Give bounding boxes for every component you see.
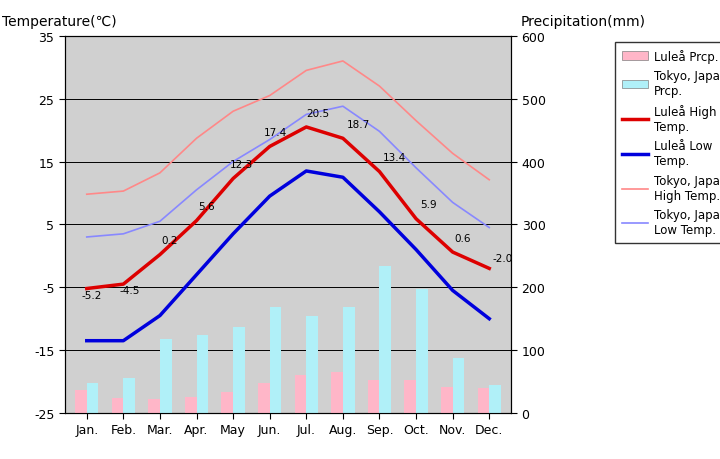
Tokyo, Japan
Low Temp.: [266, 137, 274, 143]
Tokyo, Japan
High Temp.: [485, 178, 494, 183]
Luleå High
Temp.: [156, 252, 164, 258]
Tokyo, Japan
Low Temp.: [375, 129, 384, 135]
Luleå High
Temp.: [119, 282, 127, 287]
Luleå Low
Temp.: [302, 169, 310, 174]
Text: 0.6: 0.6: [454, 233, 471, 243]
Luleå High
Temp.: [302, 125, 310, 130]
Bar: [148, 399, 160, 413]
Text: Temperature(℃): Temperature(℃): [2, 15, 117, 29]
Bar: [86, 384, 99, 413]
Text: 18.7: 18.7: [346, 120, 370, 129]
Line: Tokyo, Japan
Low Temp.: Tokyo, Japan Low Temp.: [86, 107, 490, 237]
Tokyo, Japan
Low Temp.: [119, 231, 127, 237]
Text: -5.2: -5.2: [81, 290, 102, 300]
Bar: [416, 290, 428, 413]
Tokyo, Japan
Low Temp.: [302, 112, 310, 118]
Text: 20.5: 20.5: [306, 108, 330, 118]
Luleå Low
Temp.: [192, 272, 201, 278]
Bar: [343, 308, 354, 413]
Luleå High
Temp.: [375, 169, 384, 175]
Bar: [331, 372, 343, 413]
Luleå High
Temp.: [82, 286, 91, 291]
Bar: [75, 390, 86, 413]
Bar: [490, 386, 501, 413]
Text: -4.5: -4.5: [120, 286, 140, 296]
Luleå Low
Temp.: [266, 194, 274, 199]
Tokyo, Japan
High Temp.: [229, 109, 238, 115]
Tokyo, Japan
High Temp.: [82, 192, 91, 197]
Text: 5.6: 5.6: [198, 202, 215, 212]
Luleå Low
Temp.: [449, 288, 457, 294]
Bar: [379, 266, 391, 413]
Tokyo, Japan
High Temp.: [156, 171, 164, 176]
Line: Luleå High
Temp.: Luleå High Temp.: [86, 128, 490, 289]
Bar: [453, 358, 464, 413]
Bar: [441, 387, 453, 413]
Bar: [258, 383, 270, 413]
Luleå Low
Temp.: [375, 210, 384, 215]
Bar: [294, 375, 306, 413]
Tokyo, Japan
High Temp.: [302, 68, 310, 74]
Tokyo, Japan
High Temp.: [449, 151, 457, 157]
Text: 13.4: 13.4: [383, 153, 406, 163]
Bar: [185, 397, 197, 413]
Legend: Luleå Prcp., Tokyo, Japan
Prcp., Luleå High
Temp., Luleå Low
Temp., Tokyo, Japan: Luleå Prcp., Tokyo, Japan Prcp., Luleå H…: [616, 43, 720, 244]
Tokyo, Japan
High Temp.: [192, 136, 201, 142]
Bar: [160, 340, 171, 413]
Luleå Low
Temp.: [338, 175, 347, 180]
Luleå High
Temp.: [338, 136, 347, 142]
Tokyo, Japan
High Temp.: [119, 189, 127, 195]
Bar: [112, 398, 123, 413]
Bar: [233, 327, 245, 413]
Luleå High
Temp.: [449, 250, 457, 255]
Tokyo, Japan
Low Temp.: [192, 188, 201, 193]
Luleå Low
Temp.: [485, 316, 494, 322]
Text: Precipitation(mm): Precipitation(mm): [520, 15, 645, 29]
Text: 12.3: 12.3: [230, 160, 253, 170]
Text: -2.0: -2.0: [493, 254, 513, 264]
Luleå High
Temp.: [485, 266, 494, 272]
Luleå Low
Temp.: [412, 247, 420, 253]
Luleå High
Temp.: [229, 176, 238, 182]
Luleå High
Temp.: [412, 217, 420, 222]
Bar: [477, 388, 490, 413]
Bar: [197, 336, 208, 413]
Luleå Low
Temp.: [229, 231, 238, 237]
Luleå Low
Temp.: [82, 338, 91, 344]
Tokyo, Japan
Low Temp.: [449, 200, 457, 206]
Tokyo, Japan
Low Temp.: [338, 104, 347, 110]
Tokyo, Japan
Low Temp.: [156, 219, 164, 224]
Tokyo, Japan
Low Temp.: [412, 166, 420, 171]
Line: Luleå Low
Temp.: Luleå Low Temp.: [86, 172, 490, 341]
Tokyo, Japan
Low Temp.: [229, 159, 238, 165]
Bar: [368, 380, 379, 413]
Bar: [222, 392, 233, 413]
Tokyo, Japan
High Temp.: [266, 94, 274, 99]
Tokyo, Japan
High Temp.: [375, 84, 384, 90]
Luleå High
Temp.: [192, 218, 201, 224]
Text: 17.4: 17.4: [264, 128, 287, 138]
Text: 0.2: 0.2: [162, 235, 179, 246]
Bar: [306, 317, 318, 413]
Line: Tokyo, Japan
High Temp.: Tokyo, Japan High Temp.: [86, 62, 490, 195]
Text: 5.9: 5.9: [420, 200, 436, 210]
Tokyo, Japan
Low Temp.: [485, 225, 494, 231]
Bar: [270, 308, 282, 413]
Bar: [123, 378, 135, 413]
Luleå Low
Temp.: [156, 313, 164, 319]
Tokyo, Japan
High Temp.: [412, 118, 420, 124]
Luleå Low
Temp.: [119, 338, 127, 344]
Luleå High
Temp.: [266, 145, 274, 150]
Bar: [405, 381, 416, 413]
Tokyo, Japan
High Temp.: [338, 59, 347, 65]
Tokyo, Japan
Low Temp.: [82, 235, 91, 240]
